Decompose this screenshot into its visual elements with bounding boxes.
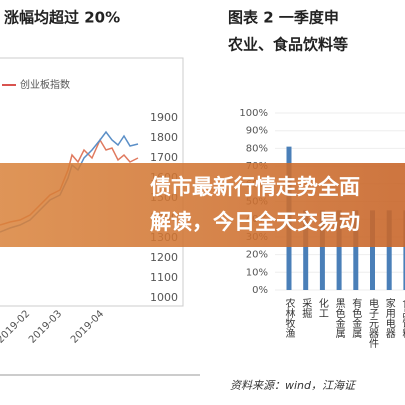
y-tick-label: 20% [246, 250, 268, 261]
x-tick-label: 2019-03 [27, 308, 64, 345]
category-label: 农林牧渔 [283, 297, 295, 339]
y-tick-label: 1200 [150, 251, 178, 264]
x-tick-label: 2019-04 [69, 308, 106, 345]
overlay-text: 债市最新行情走势全面 [150, 175, 360, 199]
bar [370, 210, 375, 290]
y-tick-label: 80% [246, 143, 268, 154]
right-subtitle: 农业、食品饮料等 [227, 36, 348, 54]
source: 资料来源：wind，江海证 [230, 379, 357, 392]
y-tick-label: 1100 [150, 271, 178, 284]
bar [319, 210, 325, 290]
category-label: 家用电器 [383, 297, 395, 339]
overlay-text: 解读，今日全天交易动 [150, 210, 360, 234]
y-tick-label: 10% [246, 267, 268, 278]
y-tick-label: 1700 [150, 151, 178, 164]
banner [0, 163, 405, 247]
y-tick-label: 100% [239, 108, 268, 119]
right-title: 图表 2 一季度申 [228, 9, 339, 27]
legend-label: 创业板指数 [20, 78, 70, 91]
y-tick-label: 1000 [150, 291, 178, 304]
category-label: 黑色金属 [333, 298, 345, 339]
y-tick-label: 1900 [150, 111, 178, 124]
y-tick-label: 90% [246, 126, 268, 137]
category-label: 采掘 [300, 298, 312, 319]
category-label: 有色金属 [350, 297, 362, 339]
x-tick-label: 2019-02 [0, 308, 32, 345]
category-label: 电子元器件 [367, 297, 379, 349]
bar [403, 210, 405, 290]
left-title: 涨幅均超过 20% [4, 9, 120, 27]
bar [353, 210, 359, 290]
bar [336, 210, 342, 290]
category-label: 食品饮料 [400, 297, 405, 339]
y-tick-label: 0% [252, 285, 268, 296]
bar [386, 210, 392, 290]
y-tick-label: 1800 [150, 131, 178, 144]
bar [303, 210, 309, 290]
category-label: 化工 [316, 297, 328, 318]
